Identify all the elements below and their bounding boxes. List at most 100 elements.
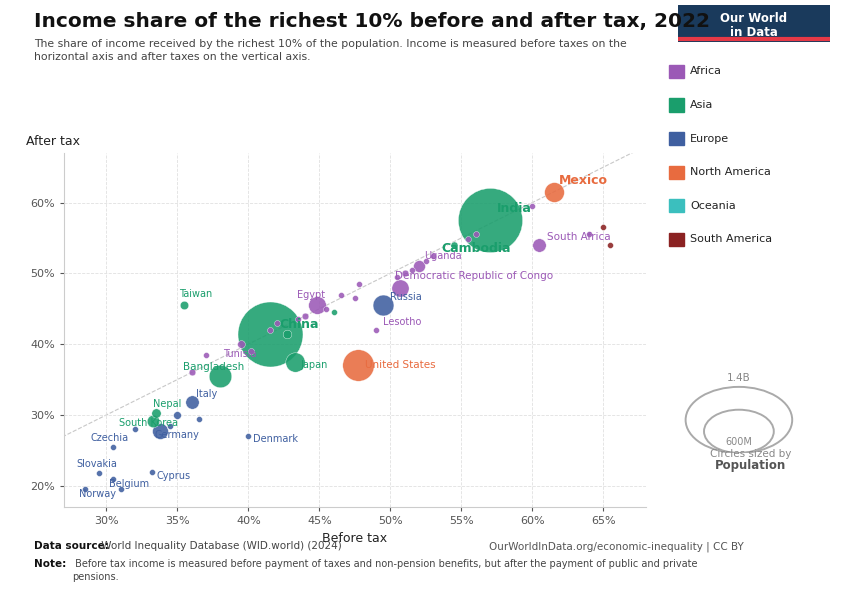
FancyBboxPatch shape — [678, 5, 830, 42]
Point — [184, 397, 198, 407]
Point — [334, 290, 348, 299]
Point — [370, 325, 383, 335]
Point — [270, 318, 284, 328]
Text: Democratic Republic of Congo: Democratic Republic of Congo — [394, 271, 552, 281]
Text: in Data: in Data — [730, 26, 778, 39]
Point — [199, 350, 212, 359]
Point — [263, 329, 276, 338]
Text: Cambodia: Cambodia — [441, 242, 511, 255]
Point — [184, 368, 198, 377]
Text: Tunisia: Tunisia — [223, 349, 257, 359]
Point — [604, 240, 617, 250]
Point — [533, 240, 547, 250]
Text: South America: South America — [690, 235, 773, 244]
Point — [353, 279, 366, 289]
Text: Slovakia: Slovakia — [76, 460, 117, 469]
X-axis label: Before tax: Before tax — [322, 532, 388, 545]
Point — [426, 251, 439, 260]
Point — [192, 414, 206, 424]
Text: After tax: After tax — [26, 134, 80, 148]
Text: Note:: Note: — [34, 559, 66, 569]
Point — [447, 240, 461, 250]
Text: World Inequality Database (WID.world) (2024): World Inequality Database (WID.world) (2… — [98, 541, 342, 551]
Text: Our World: Our World — [721, 11, 787, 25]
Point — [298, 311, 312, 320]
Text: Czechia: Czechia — [91, 433, 129, 443]
Text: Uganda: Uganda — [424, 251, 462, 262]
Text: Lesotho: Lesotho — [383, 317, 422, 327]
Point — [405, 265, 418, 275]
Text: China: China — [280, 318, 319, 331]
Point — [245, 346, 258, 356]
Point — [469, 230, 483, 239]
Text: Italy: Italy — [196, 389, 217, 400]
Point — [288, 357, 302, 367]
Text: Income share of the richest 10% before and after tax, 2022: Income share of the richest 10% before a… — [34, 12, 710, 31]
Text: Asia: Asia — [690, 100, 714, 110]
Text: Germany: Germany — [155, 430, 200, 440]
Text: Japan: Japan — [301, 359, 328, 370]
Point — [582, 230, 596, 239]
Point — [154, 427, 167, 436]
Text: Population: Population — [715, 459, 786, 472]
Point — [597, 223, 610, 232]
Text: India: India — [497, 202, 532, 215]
Text: OurWorldInData.org/economic-inequality | CC BY: OurWorldInData.org/economic-inequality |… — [489, 541, 744, 552]
Point — [241, 431, 255, 441]
Point — [292, 314, 305, 324]
Point — [547, 187, 560, 197]
Point — [398, 269, 411, 278]
Point — [412, 262, 426, 271]
Point — [326, 307, 340, 317]
Text: Bangladesh: Bangladesh — [183, 362, 244, 372]
Point — [213, 371, 227, 381]
Point — [78, 485, 92, 494]
Point — [280, 329, 293, 338]
Point — [351, 361, 365, 370]
Text: Taiwan: Taiwan — [178, 289, 212, 299]
Point — [106, 474, 120, 484]
Text: Russia: Russia — [390, 292, 422, 302]
Point — [163, 421, 177, 430]
Point — [309, 301, 323, 310]
Text: Africa: Africa — [690, 67, 722, 76]
Point — [171, 410, 184, 420]
Text: Before tax income is measured before payment of taxes and non-pension benefits, : Before tax income is measured before pay… — [72, 559, 698, 582]
Point — [235, 340, 248, 349]
Text: Data source:: Data source: — [34, 541, 109, 551]
Text: Egypt: Egypt — [297, 290, 325, 300]
Text: North America: North America — [690, 167, 771, 177]
Point — [394, 283, 407, 292]
Point — [348, 293, 361, 303]
Point — [145, 467, 159, 476]
Text: Oceania: Oceania — [690, 201, 736, 211]
Point — [377, 301, 390, 310]
Point — [462, 235, 475, 244]
Text: 600M: 600M — [725, 437, 752, 447]
Text: South Korea: South Korea — [119, 418, 178, 428]
Text: United States: United States — [365, 359, 435, 370]
Point — [483, 215, 496, 225]
Text: 1.4B: 1.4B — [727, 373, 751, 383]
Text: Norway: Norway — [79, 488, 116, 499]
Text: South Africa: South Africa — [547, 232, 610, 241]
Text: Nepal: Nepal — [153, 398, 182, 409]
Text: The share of income received by the richest 10% of the population. Income is mea: The share of income received by the rich… — [34, 39, 626, 62]
Text: Mexico: Mexico — [559, 174, 609, 187]
Text: Europe: Europe — [690, 134, 729, 143]
Point — [178, 301, 191, 310]
Point — [106, 442, 120, 452]
Point — [93, 468, 106, 478]
Point — [114, 485, 128, 494]
Text: Circles sized by: Circles sized by — [710, 449, 791, 459]
Point — [263, 325, 276, 335]
Point — [128, 424, 142, 434]
Text: Belgium: Belgium — [109, 479, 150, 488]
Point — [525, 202, 539, 211]
Point — [320, 304, 333, 314]
Point — [391, 272, 405, 282]
Point — [146, 416, 160, 425]
Text: Cyprus: Cyprus — [156, 471, 190, 481]
Point — [419, 256, 433, 265]
Text: Denmark: Denmark — [252, 434, 298, 444]
